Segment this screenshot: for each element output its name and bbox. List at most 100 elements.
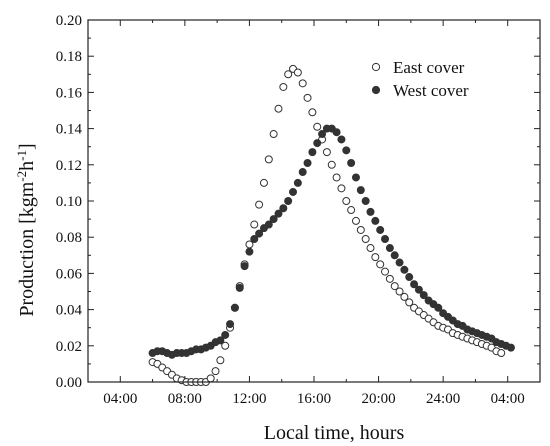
west-cover-point: [264, 220, 273, 229]
x-tick-label: 20:00: [361, 391, 395, 407]
y-axis-title-part-3: ]: [16, 143, 38, 150]
west-cover-point: [269, 215, 278, 224]
west-cover-point: [381, 235, 390, 244]
y-tick-label: 0.00: [56, 375, 82, 391]
y-axis-title-part-2: h: [16, 161, 38, 171]
west-cover-point: [414, 285, 423, 294]
west-cover-point: [337, 135, 346, 144]
west-cover-point: [385, 244, 394, 253]
west-cover-point: [230, 303, 239, 312]
tick-labels: 0.00 0.02 0.04 0.06 0.08 0.10 0.12 0.14 0.16 0.18…: [56, 13, 525, 407]
west-cover-point: [390, 251, 399, 260]
y-tick-label: 0.06: [56, 266, 83, 282]
y-tick-label: 0.14: [56, 122, 83, 138]
east-cover-point: [322, 148, 331, 157]
east-cover-point: [356, 225, 365, 234]
west-cover-point: [298, 168, 307, 177]
east-cover-point: [303, 93, 312, 102]
x-tick-label: 24:00: [426, 391, 460, 407]
east-cover-point: [400, 292, 409, 301]
east-cover-point: [395, 287, 404, 296]
west-cover-point: [434, 303, 443, 312]
west-cover-point: [293, 178, 302, 187]
east-cover-point: [351, 216, 360, 225]
west-cover-point: [506, 343, 515, 352]
y-tick-label: 0.18: [56, 49, 82, 65]
east-cover-point: [250, 220, 259, 229]
west-cover-point: [274, 209, 283, 218]
west-cover-point: [361, 197, 370, 205]
west-cover-point: [376, 225, 385, 234]
y-tick-label: 0.20: [56, 13, 82, 29]
west-cover-point: [342, 146, 351, 155]
east-cover-point: [371, 253, 380, 262]
east-cover-point: [366, 244, 375, 253]
west-cover-point: [405, 273, 414, 282]
y-axis-title-sup-1: -2: [14, 171, 29, 182]
legend-label-east: East cover: [393, 58, 465, 77]
y-axis-title-part-1: Production [kgm: [16, 181, 38, 316]
east-cover-point: [211, 367, 220, 376]
plot-frame: [87, 19, 541, 383]
east-cover-point: [405, 298, 414, 307]
west-cover-point: [284, 197, 293, 205]
series-west-cover: [148, 124, 515, 359]
west-cover-point: [366, 207, 375, 216]
east-cover-point: [385, 274, 394, 283]
y-tick-label: 0.08: [56, 230, 82, 246]
west-cover-point: [240, 262, 249, 271]
x-tick-label: 04:00: [491, 391, 525, 407]
east-cover-point: [284, 70, 293, 79]
east-cover-point: [216, 356, 225, 365]
west-cover-point: [250, 235, 259, 244]
y-tick-label: 0.04: [56, 303, 83, 319]
x-tick-label: 08:00: [168, 391, 202, 407]
east-cover-point: [264, 155, 273, 164]
west-cover-point: [356, 186, 365, 195]
east-cover-point: [293, 68, 302, 77]
east-cover-point: [332, 173, 341, 182]
y-tick-label: 0.02: [56, 339, 82, 355]
legend-marker-west: [371, 85, 381, 95]
x-tick-label: 16:00: [297, 391, 331, 407]
west-cover-point: [245, 247, 254, 256]
west-cover-point: [400, 265, 409, 274]
east-cover-point: [497, 349, 506, 358]
east-cover-point: [279, 82, 288, 91]
west-cover-point: [235, 283, 244, 292]
y-axis-title-sup-2: -1: [14, 150, 29, 161]
x-tick-label: 12:00: [232, 391, 266, 407]
west-cover-point: [351, 173, 360, 182]
west-cover-point: [303, 158, 312, 167]
west-cover-point: [419, 291, 428, 300]
legend-marker-east: [371, 62, 381, 72]
west-cover-point: [216, 336, 225, 345]
west-cover-point: [347, 158, 356, 167]
east-cover-point: [221, 341, 230, 350]
east-cover-point: [361, 235, 370, 244]
y-axis-title: Production [kgm-2h-1]: [14, 143, 38, 316]
x-axis-title: Local time, hours: [264, 422, 405, 444]
west-cover-point: [221, 330, 230, 339]
east-cover-point: [381, 267, 390, 276]
west-cover-point: [313, 139, 322, 148]
west-cover-point: [395, 258, 404, 267]
west-cover-point: [255, 229, 264, 238]
east-cover-point: [259, 178, 268, 187]
x-tick-label: 04:00: [103, 391, 137, 407]
west-cover-point: [318, 130, 327, 139]
east-cover-point: [308, 108, 317, 117]
west-cover-point: [410, 280, 419, 289]
y-tick-label: 0.12: [56, 158, 82, 174]
west-cover-point: [289, 187, 298, 196]
y-tick-label: 0.16: [56, 85, 83, 101]
east-cover-point: [342, 197, 351, 205]
legend: East cover West cover: [371, 58, 469, 100]
east-cover-point: [274, 104, 283, 113]
west-cover-point: [332, 128, 341, 137]
east-cover-point: [327, 160, 336, 169]
east-cover-point: [269, 130, 278, 139]
east-cover-point: [206, 374, 215, 383]
